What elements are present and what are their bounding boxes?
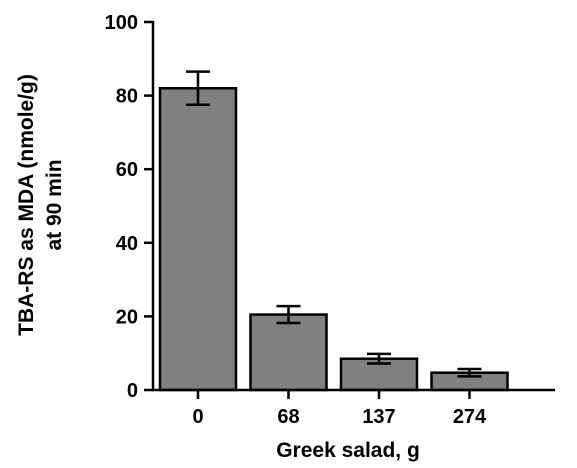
- y-axis-title-line1: TBA-RS as MDA (nmole/g): [15, 74, 38, 336]
- bar-68: [249, 313, 328, 392]
- x-tick-label-137: 137: [362, 406, 395, 428]
- bars-layer: [158, 86, 509, 392]
- y-axis-title-line2: at 90 min: [43, 159, 66, 250]
- x-axis-title: Greek salad, g: [276, 439, 420, 462]
- bar-0: [158, 86, 238, 392]
- y-tick-label-20: 20: [116, 306, 138, 328]
- y-tick-label-80: 80: [116, 86, 138, 108]
- labels-layer: Greek salad, g TBA-RS as MDA (nmole/g) a…: [15, 12, 487, 462]
- y-tick-label-100: 100: [105, 12, 138, 34]
- x-tick-label-0: 0: [192, 406, 203, 428]
- axes-layer: [144, 20, 555, 399]
- y-tick-label-40: 40: [116, 233, 138, 255]
- x-tick-label-274: 274: [453, 406, 487, 428]
- y-tick-label-60: 60: [116, 159, 138, 181]
- x-tick-label-68: 68: [277, 406, 299, 428]
- error-bars-layer: [186, 70, 482, 378]
- y-tick-label-0: 0: [127, 380, 138, 402]
